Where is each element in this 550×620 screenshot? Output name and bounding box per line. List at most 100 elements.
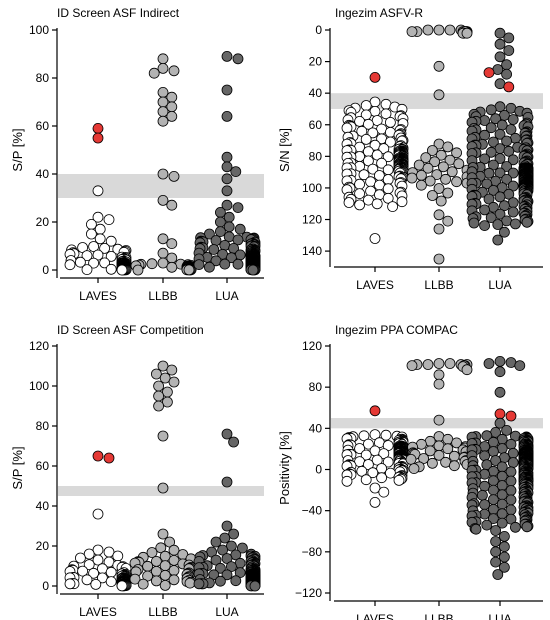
data-point (150, 575, 162, 587)
data-point (494, 128, 506, 140)
data-point (369, 496, 381, 508)
data-point (396, 196, 408, 208)
data-point (103, 452, 115, 464)
data-point (86, 218, 97, 230)
data-point (221, 185, 233, 197)
data-point (77, 565, 88, 577)
x-tick-label: LLBB (148, 289, 177, 303)
data-point (498, 226, 510, 238)
data-point (485, 212, 497, 224)
data-point (64, 259, 76, 271)
data-point (433, 369, 445, 381)
x-tick-label: LAVES (79, 289, 117, 303)
data-point (157, 430, 169, 442)
data-point (444, 358, 456, 369)
data-point (210, 235, 222, 246)
data-point (498, 531, 510, 542)
data-point (433, 378, 445, 390)
data-point (371, 149, 383, 161)
data-point (116, 580, 128, 592)
y-tick-label: 80 (36, 419, 50, 433)
data-point (487, 159, 499, 171)
data-point (83, 548, 95, 560)
data-point (487, 475, 499, 487)
data-point (228, 436, 240, 448)
data-point (496, 508, 508, 520)
data-point (343, 197, 355, 208)
data-point (247, 264, 259, 276)
y-tick-label: 40 (36, 167, 50, 181)
data-point (510, 521, 521, 533)
data-point (494, 167, 506, 179)
x-tick-label: LAVES (356, 278, 394, 292)
data-point (384, 467, 396, 479)
data-point (406, 172, 418, 184)
panel-id-screen-asf-competition: ID Screen ASF Competition S/P [%] 0 20 40 6… (10, 323, 264, 619)
data-point (221, 84, 233, 96)
data-point (362, 459, 374, 470)
panel-title: Ingezim ASFV-R (335, 6, 423, 20)
y-tick-label: −80 (302, 545, 323, 559)
data-point (367, 163, 379, 175)
data-point (510, 218, 521, 230)
data-point (481, 519, 493, 531)
y-axis-label: S/N [%] (277, 128, 292, 172)
data-point (490, 455, 502, 466)
data-point (433, 60, 445, 72)
data-point (485, 104, 497, 116)
data-point (88, 241, 99, 252)
data-point (490, 536, 502, 547)
data-point (444, 24, 456, 36)
data-point (341, 475, 353, 487)
y-tick-label: 60 (36, 119, 50, 133)
data-point (150, 368, 162, 380)
data-point (492, 569, 504, 580)
data-point (92, 508, 104, 520)
data-point (376, 157, 388, 169)
plot-area: −120 −80 −40 0 40 80 120 LAVES LLBB LUA (295, 339, 543, 620)
x-tick-label: LAVES (356, 612, 394, 620)
data-point (92, 211, 104, 223)
data-point (433, 253, 445, 265)
data-point (442, 141, 454, 153)
data-point (203, 261, 215, 273)
data-point (448, 450, 460, 462)
data-point (479, 129, 491, 141)
data-point (483, 358, 495, 369)
data-point (64, 578, 76, 590)
data-point (137, 578, 149, 590)
data-point (420, 152, 432, 164)
data-point (232, 234, 244, 246)
data-point (507, 180, 519, 192)
data-point (105, 250, 117, 262)
data-point (146, 258, 158, 270)
y-tick-label: 0 (315, 23, 322, 37)
data-point (132, 264, 144, 276)
data-point (360, 133, 372, 145)
data-point (501, 424, 513, 436)
data-point (157, 106, 169, 117)
data-point (99, 242, 110, 254)
data-point (112, 550, 124, 562)
data-point (159, 580, 171, 591)
data-point (157, 257, 169, 269)
data-point (382, 456, 394, 468)
data-point (451, 176, 463, 188)
data-point (99, 257, 110, 269)
data-point (433, 449, 445, 461)
data-point (408, 463, 420, 475)
data-point (369, 405, 381, 417)
data-point (494, 417, 506, 429)
data-point (219, 532, 231, 544)
data-point (380, 429, 392, 441)
data-point (358, 169, 370, 181)
data-point (498, 561, 510, 573)
data-point (476, 489, 488, 501)
data-point (433, 183, 445, 194)
data-point (214, 575, 226, 587)
y-tick-label: 120 (302, 339, 322, 353)
data-point (378, 486, 390, 498)
data-point (221, 569, 233, 581)
data-point (382, 164, 394, 176)
data-point (367, 467, 379, 479)
